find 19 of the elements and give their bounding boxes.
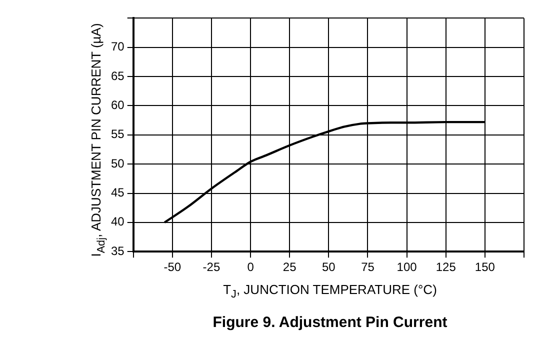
x-tick-label: -25: [202, 260, 220, 274]
x-tick-label: -50: [164, 260, 182, 274]
x-axis-title: T$_{J}$, JUNCTION TEMPERATURE (°C): [222, 282, 438, 301]
x-tick-label: 25: [282, 260, 297, 274]
x-tick-label: 125: [436, 260, 456, 274]
x-tick-label: 100: [396, 260, 418, 274]
y-tick-label: 55: [110, 127, 125, 142]
x-tick-label: 50: [322, 260, 336, 274]
x-tick-label: 150: [474, 260, 496, 274]
y-tick-label: 45: [110, 186, 125, 200]
x-tick-label: 0: [247, 260, 254, 274]
text: Figure 9. Adjustment Pin Current: [212, 314, 448, 331]
y-tick-label: 35: [110, 244, 125, 258]
y-tick-label: 70: [110, 40, 125, 54]
y-tick-label: 40: [110, 214, 125, 229]
y-tick-label: 65: [110, 68, 125, 83]
x-tick-label: 75: [361, 260, 375, 274]
y-tick-label: 60: [110, 98, 125, 112]
y-tick-label: 50: [110, 156, 125, 170]
